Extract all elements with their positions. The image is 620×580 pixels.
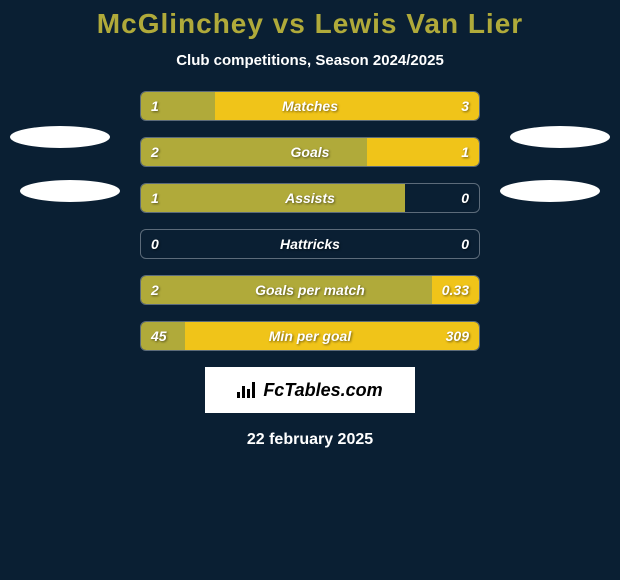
stat-row: 10Assists xyxy=(140,183,480,213)
source-logo-text: FcTables.com xyxy=(263,380,382,401)
stat-label: Hattricks xyxy=(141,230,479,258)
stat-label: Assists xyxy=(141,184,479,212)
player-photo-left-placeholder-2 xyxy=(20,180,120,202)
footer-date: 22 february 2025 xyxy=(0,431,620,449)
stat-row: 13Matches xyxy=(140,91,480,121)
stat-row: 00Hattricks xyxy=(140,229,480,259)
page-title: McGlinchey vs Lewis Van Lier xyxy=(0,8,620,40)
bar-chart-icon xyxy=(237,382,257,398)
player-photo-left-placeholder-1 xyxy=(10,126,110,148)
comparison-container: McGlinchey vs Lewis Van Lier Club compet… xyxy=(0,0,620,580)
stat-label: Matches xyxy=(141,92,479,120)
stat-row: 20.33Goals per match xyxy=(140,275,480,305)
source-logo: FcTables.com xyxy=(205,367,415,413)
stat-label: Goals per match xyxy=(141,276,479,304)
stat-row: 45309Min per goal xyxy=(140,321,480,351)
stat-label: Min per goal xyxy=(141,322,479,350)
stat-row: 21Goals xyxy=(140,137,480,167)
player-photo-right-placeholder-1 xyxy=(510,126,610,148)
page-subtitle: Club competitions, Season 2024/2025 xyxy=(0,52,620,69)
stats-panel: 13Matches 21Goals 10Assists 00Hattricks 20.3… xyxy=(140,91,480,351)
stat-label: Goals xyxy=(141,138,479,166)
player-photo-right-placeholder-2 xyxy=(500,180,600,202)
